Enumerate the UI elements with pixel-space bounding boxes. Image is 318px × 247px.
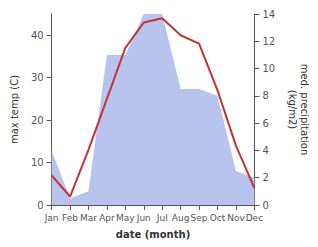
svg-text:Feb: Feb	[62, 213, 78, 223]
svg-text:10: 10	[31, 157, 44, 168]
svg-text:10: 10	[262, 63, 275, 74]
svg-text:(kg/m2): (kg/m2)	[287, 90, 298, 130]
svg-text:20: 20	[31, 115, 44, 126]
svg-text:2: 2	[262, 172, 268, 183]
svg-text:30: 30	[31, 72, 44, 83]
svg-text:Jan: Jan	[44, 213, 59, 223]
svg-text:Sep: Sep	[191, 213, 208, 223]
svg-text:Jun: Jun	[136, 213, 151, 223]
svg-text:0: 0	[37, 200, 43, 211]
svg-text:8: 8	[262, 90, 268, 101]
svg-text:Mar: Mar	[80, 213, 97, 223]
svg-text:med. precipitation: med. precipitation	[299, 64, 310, 156]
svg-text:May: May	[116, 213, 135, 223]
svg-text:Apr: Apr	[99, 213, 115, 223]
svg-text:Dec: Dec	[246, 213, 263, 223]
svg-text:0: 0	[262, 200, 268, 211]
svg-text:Oct: Oct	[210, 213, 226, 223]
svg-text:14: 14	[262, 9, 275, 20]
svg-text:Nov: Nov	[227, 213, 245, 223]
svg-text:Jul: Jul	[156, 213, 168, 223]
svg-text:12: 12	[262, 36, 275, 47]
svg-text:max temp (C): max temp (C)	[9, 75, 20, 144]
svg-text:date (month): date (month)	[116, 229, 190, 240]
svg-text:6: 6	[262, 118, 268, 129]
svg-text:40: 40	[31, 30, 44, 41]
svg-text:4: 4	[262, 145, 268, 156]
svg-text:Aug: Aug	[172, 213, 190, 223]
